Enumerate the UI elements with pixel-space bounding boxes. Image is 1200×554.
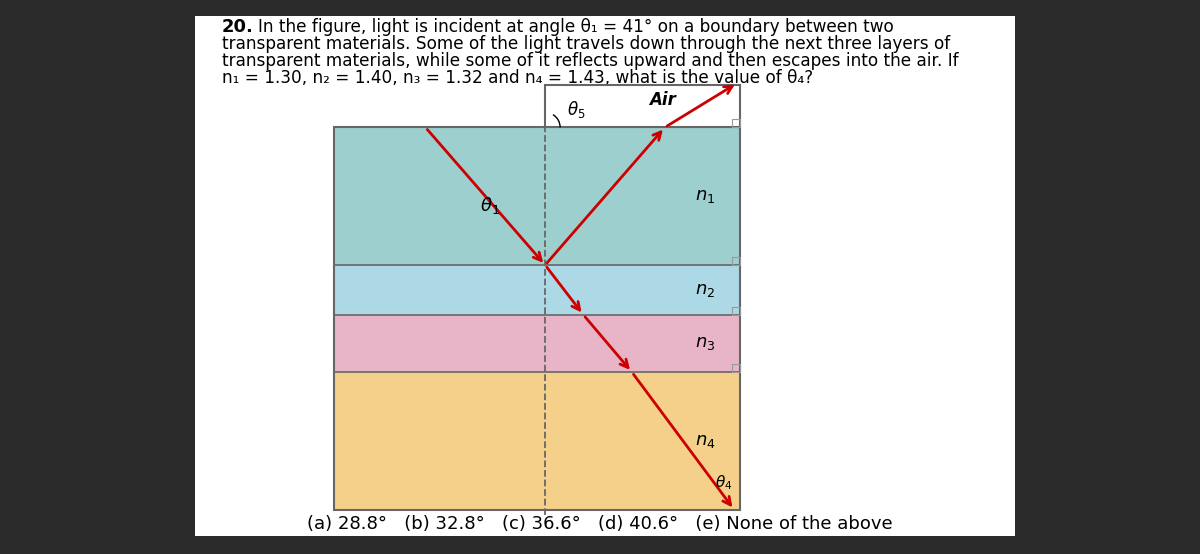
Bar <box>334 372 740 510</box>
Bar <box>334 127 740 265</box>
Text: $\theta_1$: $\theta_1$ <box>480 194 500 216</box>
Text: $n_3$: $n_3$ <box>695 335 715 352</box>
Bar <box>732 257 740 265</box>
Text: transparent materials, while some of it reflects upward and then escapes into th: transparent materials, while some of it … <box>222 52 959 70</box>
Text: $n_1$: $n_1$ <box>695 187 715 205</box>
Bar <box>545 85 740 127</box>
Text: 20.: 20. <box>222 18 254 36</box>
Text: $n_4$: $n_4$ <box>695 432 715 450</box>
Text: (a) 28.8°   (b) 32.8°   (c) 36.6°   (d) 40.6°   (e) None of the above: (a) 28.8° (b) 32.8° (c) 36.6° (d) 40.6° … <box>307 515 893 533</box>
Text: Air: Air <box>649 91 677 109</box>
Text: transparent materials. Some of the light travels down through the next three lay: transparent materials. Some of the light… <box>222 35 950 53</box>
Text: $n_2$: $n_2$ <box>695 281 715 299</box>
Text: n₁ = 1.30, n₂ = 1.40, n₃ = 1.32 and n₄ = 1.43, what is the value of θ₄?: n₁ = 1.30, n₂ = 1.40, n₃ = 1.32 and n₄ =… <box>222 69 814 87</box>
Bar <box>334 265 740 315</box>
Text: $\theta_5$: $\theta_5$ <box>568 99 586 120</box>
Bar <box>334 127 740 510</box>
Bar <box>334 315 740 372</box>
Bar <box>194 16 1015 536</box>
Text: In the figure, light is incident at angle θ₁ = 41° on a boundary between two: In the figure, light is incident at angl… <box>258 18 894 36</box>
Bar <box>732 120 740 127</box>
Bar <box>732 364 740 372</box>
Text: $\theta_4$: $\theta_4$ <box>715 473 733 492</box>
Bar <box>732 307 740 315</box>
